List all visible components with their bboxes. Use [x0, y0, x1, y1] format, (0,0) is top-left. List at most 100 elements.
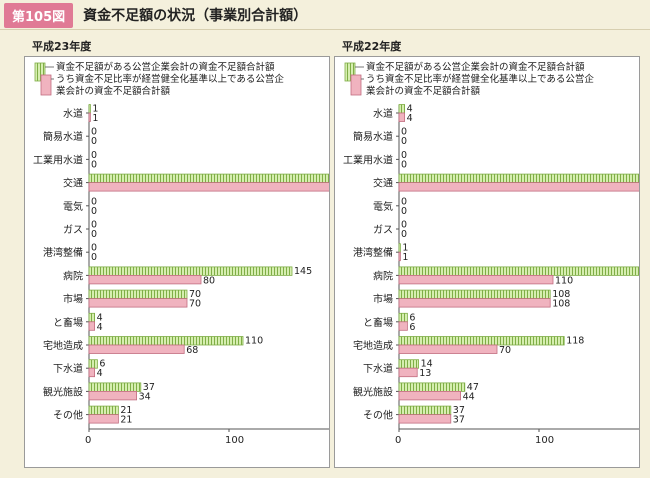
bar-series-2	[398, 390, 461, 401]
category-label: 観光施設	[353, 385, 393, 398]
category-label: 市場	[63, 293, 83, 306]
figure-header: 第105図 資金不足額の状況（事業別合計額）	[0, 0, 650, 30]
category-label: 電気	[373, 200, 393, 213]
category-label: 水道	[373, 107, 393, 120]
bar-chart-h23: 資金不足額がある公営企業会計の資金不足額合計額うち資金不足比率が経営健全化基準以…	[33, 61, 329, 446]
data-label-series-1: 0	[401, 127, 407, 138]
bar-series-2	[398, 414, 452, 424]
bar-series-1	[88, 173, 329, 183]
legend-label-series-2-cont: 業会計の資金不足額合計額	[56, 85, 171, 97]
bar-series-2	[398, 298, 551, 308]
category-label: 病院	[63, 269, 83, 282]
data-label-series-2: 68	[186, 345, 198, 356]
data-label-series-1: 0	[401, 150, 407, 161]
bar-chart-h22: 資金不足額がある公営企業会計の資金不足額合計額うち資金不足比率が経営健全化基準以…	[343, 61, 639, 446]
legend: 資金不足額がある公営企業会計の資金不足額合計額うち資金不足比率が経営健全化基準以…	[34, 61, 284, 97]
data-label-series-2: 0	[401, 229, 407, 240]
x-tick-label: 0	[395, 435, 401, 446]
data-label-series-1: 0	[401, 220, 407, 231]
legend-label-series-2-cont: 業会計の資金不足額合計額	[366, 85, 481, 97]
data-label-series-1: 0	[91, 243, 97, 254]
data-label-series-2: 34	[139, 391, 151, 402]
bar-series-1	[398, 173, 639, 183]
bar-series-1	[398, 405, 452, 416]
category-label: 簡易水道	[353, 130, 393, 143]
legend-swatch-series-1	[344, 62, 356, 82]
category-label: 下水道	[363, 362, 393, 375]
legend-label-series-2: うち資金不足比率が経営健全化基準以上である公営企	[56, 73, 284, 85]
data-label-series-1: 14	[421, 359, 433, 370]
category-label: 下水道	[53, 362, 83, 375]
chart-panel-h22: 平成22年度 資金不足額がある公営企業会計の資金不足額合計額 うち資金不足比率が経…	[334, 34, 646, 468]
category-label: その他	[363, 409, 393, 422]
bar-series-1	[398, 243, 401, 253]
category-label: ガス	[373, 224, 393, 236]
bar-series-1	[88, 359, 98, 369]
data-label-series-1: 21	[120, 405, 132, 416]
bar-series-2	[398, 182, 639, 192]
data-label-series-1: 110	[245, 336, 263, 347]
data-label-series-1: 70	[189, 289, 201, 300]
panel-title: 平成23年度	[32, 40, 92, 53]
bar-series-1	[398, 359, 420, 369]
data-label-series-2: 108	[552, 299, 570, 310]
header-divider	[0, 29, 650, 30]
data-label-series-2: 44	[463, 391, 475, 402]
data-label-series-2: 0	[91, 229, 97, 240]
data-label-series-1: 0	[91, 127, 97, 138]
data-label-series-2: 4	[407, 113, 413, 124]
category-label: 病院	[373, 269, 393, 282]
category-label: 港湾整備	[353, 246, 393, 259]
bar-series-2	[88, 112, 91, 122]
bar-series-2	[88, 298, 188, 308]
bar-series-2	[398, 251, 401, 262]
data-label-series-2: 0	[91, 206, 97, 217]
data-label-series-1: 37	[453, 405, 465, 416]
bar-series-2	[398, 344, 498, 354]
bar-series-2	[88, 274, 202, 285]
data-label-series-2: 21	[120, 415, 132, 426]
category-label: その他	[53, 409, 83, 422]
category-label: 工業用水道	[343, 153, 393, 166]
bar-series-1	[88, 104, 91, 114]
category-label: 交通	[373, 177, 393, 190]
data-label-series-1: 6	[99, 359, 105, 370]
data-label-series-2: 0	[91, 252, 97, 263]
data-label-series-1: 4	[97, 312, 103, 323]
figure-title: 資金不足額の状況（事業別合計額）	[83, 8, 308, 24]
chart-panel-h23: 平成23年度 資金不足額がある公営企業会計の資金不足額合計額 うち資金不足比率が経…	[24, 34, 336, 468]
bar-series-1	[398, 266, 639, 276]
bar-series-1	[88, 405, 119, 416]
bar-series-2	[88, 321, 95, 331]
legend-swatch-series-1	[34, 62, 46, 82]
figure-number-badge: 第105図	[4, 2, 74, 28]
bar-series-2	[88, 344, 185, 354]
bar-series-1	[88, 289, 188, 300]
data-label-series-1: 0	[91, 196, 97, 207]
data-label-series-2: 70	[189, 299, 201, 310]
bar-series-1	[88, 382, 142, 392]
legend-swatch-series-2	[350, 74, 362, 96]
data-label-series-1: 6	[409, 312, 415, 323]
chart-box: 資金不足額がある公営企業会計の資金不足額合計額 うち資金不足比率が経営健全化基準以…	[334, 56, 640, 468]
bar-series-2	[398, 367, 418, 378]
chart-box: 資金不足額がある公営企業会計の資金不足額合計額 うち資金不足比率が経営健全化基準以…	[24, 56, 330, 468]
x-tick-label: 100	[225, 435, 244, 446]
data-label-series-1: 37	[143, 382, 155, 393]
data-label-series-1: 0	[401, 196, 407, 207]
data-label-series-2: 0	[401, 136, 407, 147]
data-label-series-2: 110	[555, 275, 573, 286]
data-label-series-1: 4	[407, 104, 413, 115]
bar-series-1	[398, 289, 551, 300]
category-label: と畜場	[363, 316, 393, 329]
category-label: 水道	[63, 107, 83, 120]
x-tick-label: 100	[535, 435, 554, 446]
data-label-series-2: 0	[401, 159, 407, 170]
bar-series-1	[88, 266, 293, 276]
data-label-series-1: 118	[566, 336, 584, 347]
data-label-series-2: 1	[92, 113, 98, 124]
data-label-series-1: 1	[402, 243, 408, 254]
data-label-series-1: 1	[92, 104, 98, 115]
panel-title: 平成22年度	[342, 40, 402, 53]
data-label-series-2: 1	[402, 252, 408, 263]
